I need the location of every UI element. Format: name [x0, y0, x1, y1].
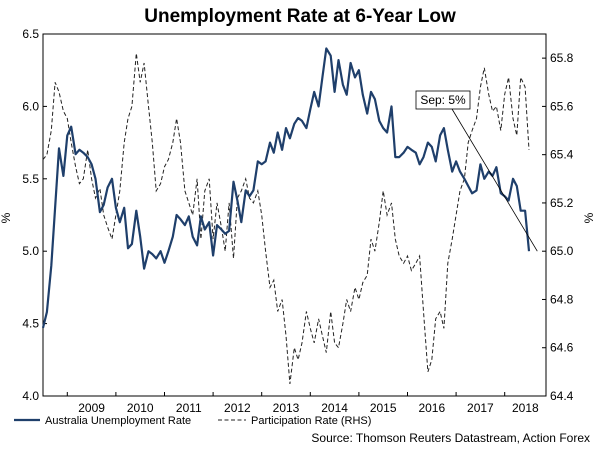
- x-tick-label: 2009: [78, 401, 105, 415]
- chart-title: Unemployment Rate at 6-Year Low: [144, 6, 456, 27]
- y-right-tick-label: 64.8: [550, 292, 574, 306]
- series-participation-rate: [42, 53, 530, 384]
- legend-label-participation: Participation Rate (RHS): [251, 415, 371, 427]
- x-tick-label: 2016: [418, 401, 445, 415]
- y-right-tick-label: 65.8: [550, 51, 574, 65]
- x-tick-label: 2010: [127, 401, 154, 415]
- series-unemployment-rate: [41, 47, 531, 329]
- annotation-leader-line: [451, 108, 538, 252]
- y-right-tick-label: 65.6: [550, 99, 574, 113]
- y-left-tick-label: 4.5: [22, 317, 39, 331]
- x-axis-ticks: 2009 2010 2011 2012 2013 2014 2015 2016 2017 2018: [66, 392, 539, 415]
- x-tick-label: 2013: [273, 401, 300, 415]
- y-left-tick-label: 6.5: [22, 27, 39, 41]
- x-tick-label: 2017: [467, 401, 494, 415]
- x-tick-label: 2018: [512, 401, 539, 415]
- x-tick-label: 2011: [176, 401, 202, 415]
- y-left-tick-label: 5.5: [22, 172, 39, 186]
- y-right-axis-ticks: 64.4 64.6 64.8 65.0 65.2 65.4 65.6 65.8: [542, 51, 574, 403]
- annotation-box: [415, 90, 471, 110]
- y-left-tick-label: 5.0: [22, 244, 39, 258]
- y-right-tick-label: 64.4: [550, 389, 574, 403]
- y-left-tick-label: 6.0: [22, 99, 39, 113]
- legend: Australia Unemployment Rate Participatio…: [14, 415, 371, 427]
- x-tick-label: 2015: [370, 401, 397, 415]
- x-tick-label: 2014: [321, 401, 348, 415]
- annotation-label: Sep: 5%: [420, 93, 466, 107]
- y-right-tick-label: 65.4: [550, 148, 574, 162]
- legend-label-unemployment: Australia Unemployment Rate: [45, 415, 191, 427]
- source-note: Source: Thomson Reuters Datastream, Acti…: [311, 431, 590, 445]
- y-right-tick-label: 65.0: [550, 244, 574, 258]
- y-left-tick-label: 4.0: [22, 389, 39, 403]
- y-right-axis-label: %: [582, 212, 596, 223]
- y-left-axis-ticks: 4.0 4.5 5.0 5.5 6.0 6.5: [22, 27, 47, 403]
- annotation: Sep: 5%: [415, 90, 538, 252]
- y-right-tick-label: 65.2: [550, 196, 574, 210]
- x-tick-label: 2012: [224, 401, 251, 415]
- y-right-tick-label: 64.6: [550, 341, 574, 355]
- y-left-axis-label: %: [0, 212, 13, 223]
- plot-frame: [42, 33, 547, 397]
